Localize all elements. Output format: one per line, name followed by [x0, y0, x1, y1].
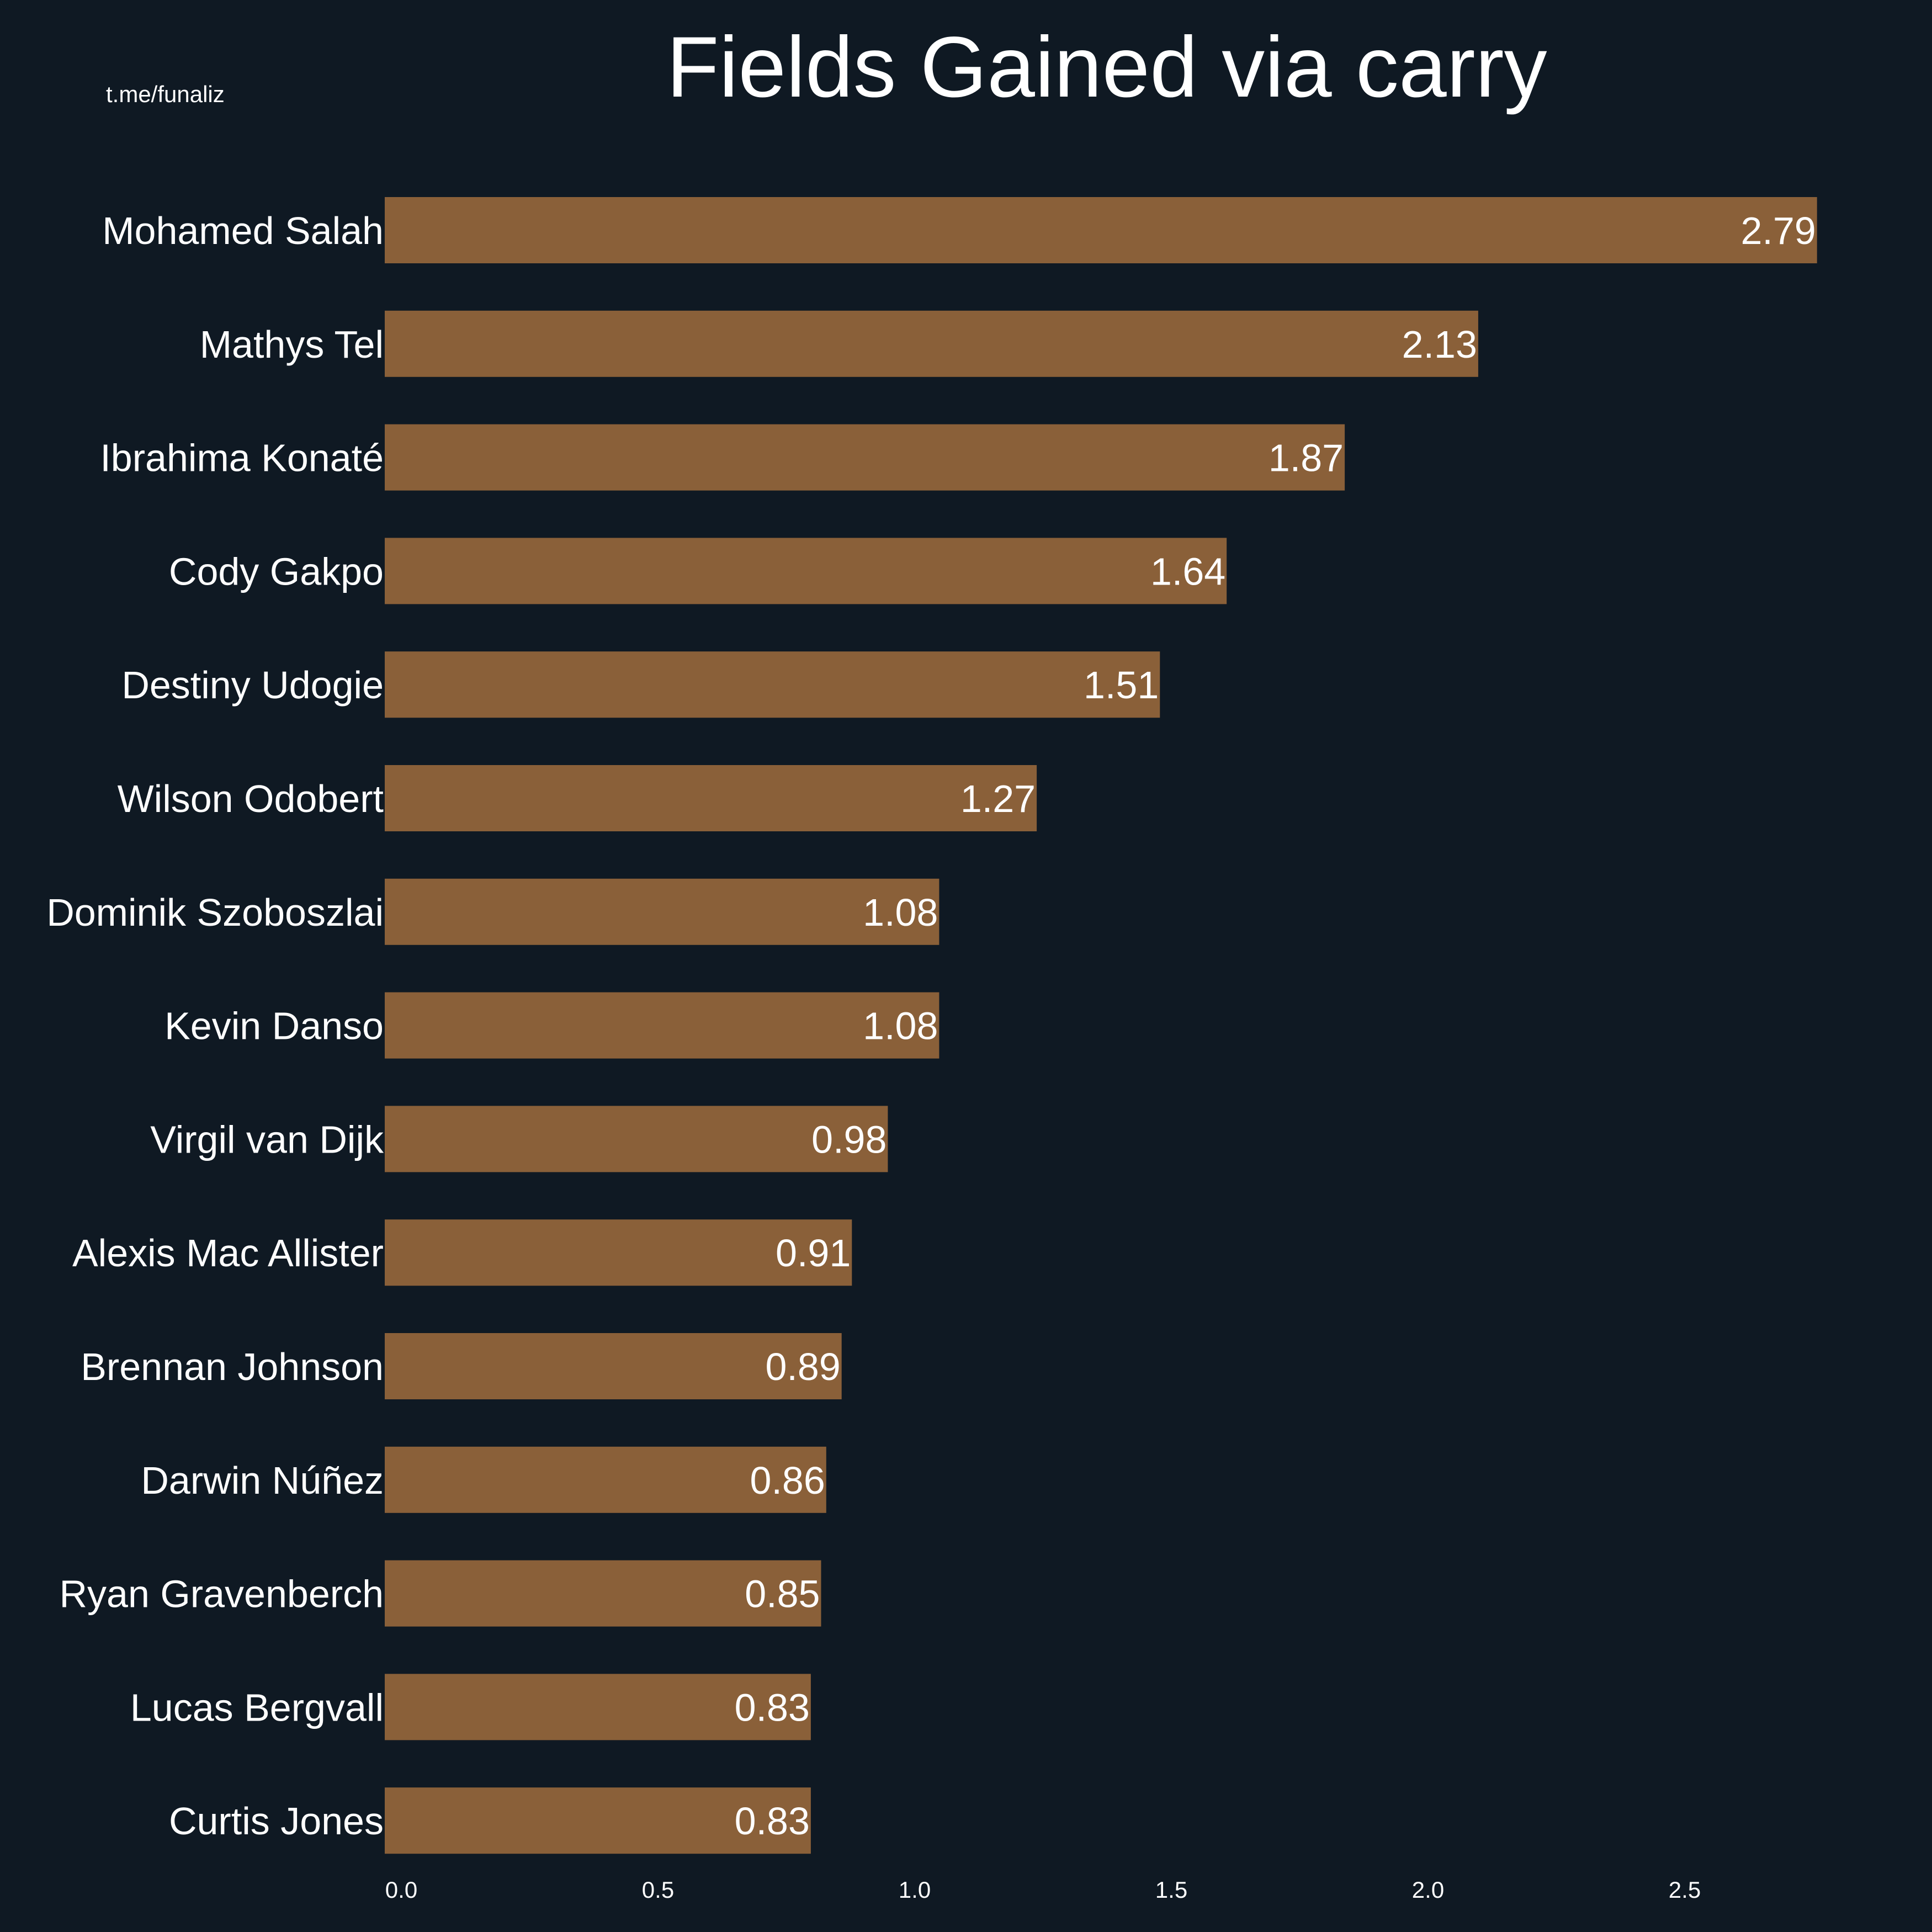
bar [385, 1446, 826, 1513]
x-tick-labels-group: 0.0 0.5 1.0 1.5 2.0 2.5 [385, 1877, 1701, 1903]
bar [385, 1333, 842, 1399]
category-label: Curtis Jones [169, 1800, 384, 1843]
category-label: Alexis Mac Allister [72, 1232, 384, 1275]
value-label: 0.83 [735, 1800, 810, 1843]
category-label: Kevin Danso [164, 1005, 384, 1048]
x-tick-label: 2.5 [1669, 1877, 1701, 1903]
value-label: 0.83 [735, 1686, 810, 1729]
category-label: Wilson Odobert [118, 777, 384, 820]
bar [385, 310, 1478, 377]
bar [385, 1787, 811, 1854]
x-tick-label: 1.0 [899, 1877, 931, 1903]
bar [385, 197, 1817, 263]
bar [385, 538, 1227, 604]
value-label: 0.89 [765, 1345, 840, 1388]
value-label: 0.98 [811, 1118, 887, 1161]
x-tick-label: 1.5 [1155, 1877, 1187, 1903]
bar [385, 992, 940, 1059]
value-labels-group: 2.79 2.13 1.87 1.64 1.51 1.27 1.08 1.08 0.98 0.91… [735, 209, 1816, 1843]
value-label: 1.08 [863, 1005, 938, 1048]
category-label: Ibrahima Konaté [100, 437, 384, 480]
category-label: Ryan Gravenberch [59, 1573, 384, 1616]
bars-group [385, 197, 1817, 1854]
category-label: Mathys Tel [200, 323, 384, 366]
value-label: 1.08 [863, 891, 938, 934]
value-label: 2.13 [1402, 323, 1477, 366]
bar [385, 1560, 821, 1627]
value-label: 0.91 [776, 1232, 851, 1275]
category-label: Brennan Johnson [81, 1345, 384, 1388]
category-label: Destiny Udogie [121, 664, 384, 707]
category-label: Mohamed Salah [102, 209, 384, 252]
x-tick-label: 0.5 [642, 1877, 674, 1903]
bar [385, 651, 1160, 718]
bar [385, 1674, 811, 1740]
x-tick-label: 2.0 [1412, 1877, 1444, 1903]
bar [385, 424, 1345, 491]
category-label: Dominik Szoboszlai [46, 891, 384, 934]
value-label: 1.51 [1084, 664, 1159, 707]
bar [385, 1219, 852, 1286]
bar [385, 1106, 888, 1172]
value-label: 1.64 [1150, 550, 1225, 593]
bar [385, 878, 940, 945]
value-label: 0.85 [745, 1573, 820, 1616]
value-label: 1.87 [1268, 437, 1344, 480]
category-labels-group: Mohamed Salah Mathys Tel Ibrahima Konaté Co… [46, 209, 384, 1843]
watermark-text: t.me/funaliz [106, 81, 225, 107]
category-label: Lucas Bergvall [130, 1686, 384, 1729]
bar [385, 765, 1037, 831]
chart-title: Fields Gained via carry [666, 19, 1547, 115]
value-label: 1.27 [960, 777, 1036, 820]
x-tick-label: 0.0 [385, 1877, 417, 1903]
category-label: Darwin Núñez [141, 1459, 384, 1502]
value-label: 0.86 [750, 1459, 825, 1502]
category-label: Virgil van Dijk [150, 1118, 384, 1161]
category-label: Cody Gakpo [169, 550, 384, 593]
value-label: 2.79 [1740, 209, 1816, 252]
